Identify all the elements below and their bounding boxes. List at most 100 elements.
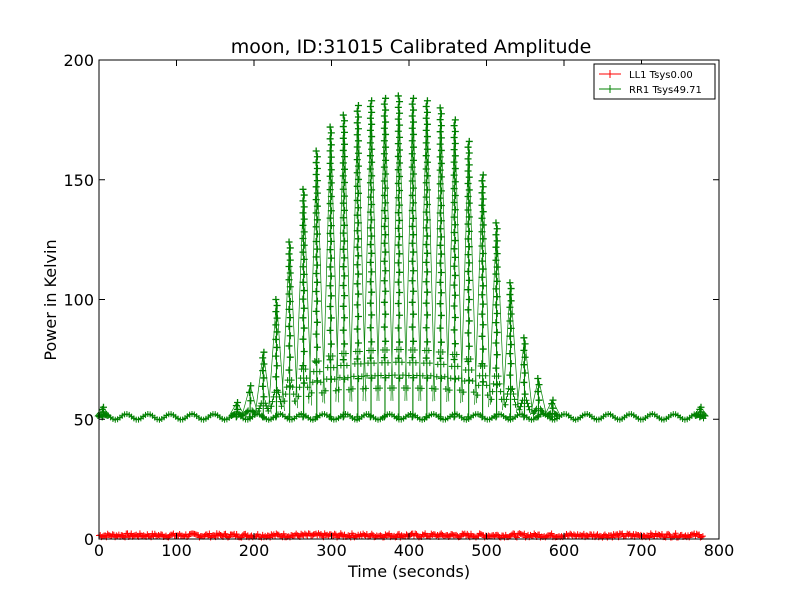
data-point — [699, 533, 706, 540]
data-point — [534, 388, 542, 396]
data-point — [506, 371, 514, 379]
x-axis-label: Time (seconds) — [347, 562, 470, 581]
data-point — [521, 353, 529, 361]
data-point — [246, 413, 254, 421]
data-point — [368, 186, 376, 194]
data-point — [492, 301, 500, 309]
data-point — [436, 209, 444, 217]
data-point — [394, 127, 402, 135]
data-point — [464, 220, 472, 228]
data-point — [382, 170, 390, 178]
data-point — [353, 301, 361, 309]
data-point — [495, 373, 502, 380]
data-point — [326, 159, 334, 167]
data-point — [475, 382, 482, 389]
data-point — [465, 243, 473, 251]
data-point — [288, 377, 295, 384]
data-point — [272, 296, 280, 303]
data-point — [354, 102, 362, 110]
data-point — [492, 231, 500, 239]
data-point — [478, 273, 486, 281]
data-point — [478, 291, 486, 299]
data-point — [506, 291, 514, 299]
data-point — [380, 100, 388, 108]
data-point — [465, 173, 473, 181]
data-point — [394, 300, 402, 308]
data-point — [437, 159, 445, 167]
data-point — [312, 413, 320, 421]
data-point — [383, 346, 390, 353]
data-point — [368, 145, 376, 153]
data-point — [327, 254, 335, 262]
data-point — [291, 398, 298, 405]
data-point — [327, 340, 335, 348]
data-point — [408, 239, 416, 247]
data-point — [450, 185, 458, 193]
data-point — [286, 283, 294, 291]
data-point — [396, 216, 404, 224]
data-point — [394, 278, 402, 286]
data-point — [380, 354, 388, 362]
data-point — [493, 225, 501, 233]
data-point — [368, 338, 376, 346]
data-point — [409, 118, 417, 126]
data-point — [476, 372, 483, 379]
data-point — [423, 216, 431, 224]
data-point — [285, 250, 293, 258]
data-point — [372, 372, 379, 379]
data-point — [326, 123, 334, 131]
data-point — [506, 317, 514, 325]
data-point — [341, 206, 348, 214]
data-point — [409, 156, 417, 164]
data-point — [295, 393, 302, 400]
data-point — [437, 187, 445, 195]
data-point — [396, 187, 404, 195]
data-point — [474, 392, 481, 399]
data-point — [313, 377, 321, 385]
data-point — [518, 400, 525, 407]
data-point — [312, 307, 320, 315]
data-point — [423, 374, 431, 382]
data-point — [273, 362, 281, 370]
data-point — [404, 385, 411, 392]
data-point — [101, 411, 108, 418]
data-point — [353, 355, 361, 363]
data-point — [312, 330, 320, 338]
data-point — [341, 117, 348, 125]
data-point — [282, 391, 289, 398]
data-point — [465, 342, 473, 350]
data-point — [423, 120, 431, 128]
data-point — [507, 310, 515, 318]
x-tick-label: 800 — [704, 541, 735, 560]
data-point — [409, 106, 417, 114]
data-point — [408, 354, 416, 362]
data-point — [313, 318, 321, 326]
data-point — [272, 321, 280, 329]
data-point — [300, 348, 308, 356]
data-point — [312, 159, 320, 167]
data-point — [339, 159, 347, 167]
data-point — [493, 351, 501, 359]
data-point — [260, 393, 268, 401]
data-point — [316, 368, 323, 375]
data-point — [420, 360, 427, 367]
data-point — [366, 224, 374, 232]
data-point — [409, 214, 417, 222]
data-point — [299, 185, 307, 193]
data-point — [507, 324, 515, 332]
data-point — [423, 338, 431, 346]
data-point — [448, 363, 455, 370]
data-point — [422, 102, 430, 110]
data-point — [493, 237, 501, 245]
data-point — [339, 326, 347, 334]
data-point — [341, 340, 348, 348]
data-point — [259, 367, 267, 375]
data-point — [465, 317, 473, 325]
data-point — [357, 360, 364, 367]
data-point — [479, 235, 487, 243]
data-point — [465, 295, 473, 303]
data-point — [396, 233, 404, 241]
data-point — [366, 324, 374, 332]
data-point — [451, 313, 459, 321]
data-point — [380, 277, 388, 285]
